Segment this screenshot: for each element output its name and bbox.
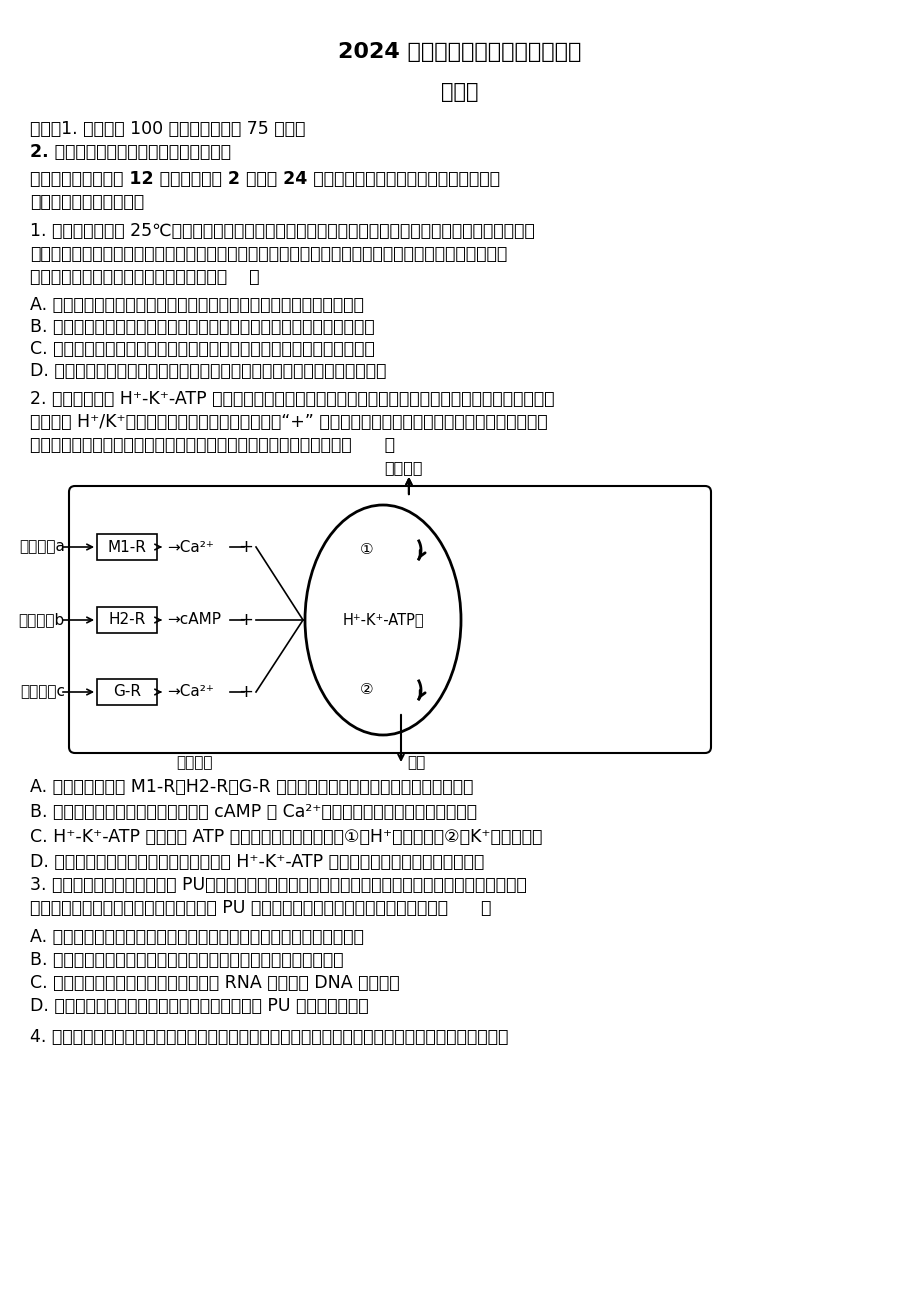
Text: A. 塔宾曲隒菌和塑料分解菌分泌分裂时均发生染色质形成染色体的变化: A. 塔宾曲隒菌和塑料分解菌分泌分裂时均发生染色质形成染色体的变化 <box>30 928 364 947</box>
Text: 胃壁细胞: 胃壁细胞 <box>176 755 213 769</box>
Text: C. H⁺-K⁺-ATP 醂能催化 ATP 水解为主动运输供能，将①（H⁺）运入细胞②（K⁺）运出细胞: C. H⁺-K⁺-ATP 醂能催化 ATP 水解为主动运输供能，将①（H⁺）运入… <box>30 828 542 846</box>
FancyBboxPatch shape <box>69 486 710 753</box>
Text: +: + <box>238 684 254 700</box>
Text: 信号分子c: 信号分子c <box>20 685 65 699</box>
Text: +: + <box>238 611 254 629</box>
Text: 量的变化是增加。下列相关叙述正确的是（    ）: 量的变化是增加。下列相关叙述正确的是（ ） <box>30 268 259 286</box>
Text: 胃蛋白酶: 胃蛋白酶 <box>383 460 422 475</box>
Text: B. 塔宾曲隒菌和塑料分解菌降解醂时都需要内质网和高尔基体加工: B. 塔宾曲隒菌和塑料分解菌降解醂时都需要内质网和高尔基体加工 <box>30 950 343 969</box>
Text: 一、选择题：本题共 12 小题，每小题 2 分，共 24 分。在每小题给出的四个选项中，只有一: 一、选择题：本题共 12 小题，每小题 2 分，共 24 分。在每小题给出的四个… <box>30 171 499 187</box>
Text: 2. 胃壁细胞上的 H⁺-K⁺-ATP 醂对胃的消化功能有重要作用，它是一种质子泵，通过自身的磷酸化与去磷: 2. 胃壁细胞上的 H⁺-K⁺-ATP 醂对胃的消化功能有重要作用，它是一种质子… <box>30 391 554 408</box>
Text: G-R: G-R <box>113 685 141 699</box>
Text: C. 塔宾曲隒菌和塑料分解菌内都会发生 RNA 聚合醂和 DNA 链的结合: C. 塔宾曲隒菌和塑料分解菌内都会发生 RNA 聚合醂和 DNA 链的结合 <box>30 974 399 992</box>
Text: D. 奥美拉唤治疗胃溏疗的机理可能是抑制 H⁺-K⁺-ATP 醂的活性，减少胃壁细胞分泌胃酸: D. 奥美拉唤治疗胃溏疗的机理可能是抑制 H⁺-K⁺-ATP 醂的活性，减少胃壁… <box>30 853 483 871</box>
Text: 2. 请将答案写在答题卡上，否则不给分。: 2. 请将答案写在答题卡上，否则不给分。 <box>30 143 231 161</box>
Text: 项是最符合题目要求的。: 项是最符合题目要求的。 <box>30 193 144 211</box>
Text: 1. 将大豆种子置于 25℃、黑暗、无菌、湿润的条件下萍发，测定在不同时间种子和幼苗中相关物质的含: 1. 将大豆种子置于 25℃、黑暗、无菌、湿润的条件下萍发，测定在不同时间种子和… <box>30 223 534 240</box>
FancyBboxPatch shape <box>96 680 157 704</box>
Text: 4. 灰体与黑檘体、长翅与残翅、红眼与白眼为某果蝶品系的三对相对性状。灰体长翅红眼雌果蝶与灰体: 4. 灰体与黑檘体、长翅与残翅、红眼与白眼为某果蝶品系的三对相对性状。灰体长翅红… <box>30 1029 508 1046</box>
FancyBboxPatch shape <box>96 607 157 633</box>
Text: 生物学: 生物学 <box>441 82 478 102</box>
Text: 信号分子a: 信号分子a <box>19 539 65 555</box>
Text: 说明：1. 全卷满分 100 分，考试时间为 75 分钟。: 说明：1. 全卷满分 100 分，考试时间为 75 分钟。 <box>30 120 305 138</box>
Text: 信号分子b: 信号分子b <box>18 612 65 628</box>
Text: B. 萍发种子细胞中的可溶性糖经氧化分解，释放的能量可用于蛋白质合成: B. 萍发种子细胞中的可溶性糖经氧化分解，释放的能量可用于蛋白质合成 <box>30 318 374 336</box>
Text: B. 信号分子和不同受体结合后，通过 cAMP 和 Ca²⁺促进磷酸化，从而促进胃酸的分泌: B. 信号分子和不同受体结合后，通过 cAMP 和 Ca²⁺促进磷酸化，从而促进… <box>30 803 476 822</box>
Text: A. 由测定的萍发种子中各物质含量变化可知，糖类和蛋白质可相互转化: A. 由测定的萍发种子中各物质含量变化可知，糖类和蛋白质可相互转化 <box>30 296 364 314</box>
Text: D. 塔宾曲隒菌和塑料分解菌分泌的降解醂都能为 PU 的降解提供能量: D. 塔宾曲隒菌和塑料分解菌分泌的降解醂都能为 PU 的降解提供能量 <box>30 997 369 1016</box>
Text: M1-R: M1-R <box>108 539 146 555</box>
Text: 量变化为：可溶性糖（主要是葡萄糖）含量的变化是先增加后保持稳定，总糖含量变化是下降，蛋白质含: 量变化为：可溶性糖（主要是葡萄糖）含量的变化是先增加后保持稳定，总糖含量变化是下… <box>30 245 506 263</box>
Text: →Ca²⁺: →Ca²⁺ <box>167 539 213 555</box>
Text: →cAMP: →cAMP <box>167 612 221 628</box>
Text: H⁺-K⁺-ATP酶: H⁺-K⁺-ATP酶 <box>342 612 424 628</box>
Ellipse shape <box>305 505 460 736</box>
Text: 胃腔: 胃腔 <box>406 755 425 769</box>
Text: ①: ① <box>360 543 373 557</box>
Text: 3. 塔宾曲隒菌分泌的降解醂对 PU（聚氨基甲酸酯，一类塑料）有生物降解作用，一类没有被命名的细菌: 3. 塔宾曲隒菌分泌的降解醂对 PU（聚氨基甲酸酯，一类塑料）有生物降解作用，一… <box>30 876 527 894</box>
Text: H2-R: H2-R <box>108 612 145 628</box>
FancyBboxPatch shape <box>96 534 157 560</box>
Text: C. 检测萍发种子蛋白质含量变化的原理是蛋白质与双缩脺试剂反应呜紫色: C. 检测萍发种子蛋白质含量变化的原理是蛋白质与双缩脺试剂反应呜紫色 <box>30 340 374 358</box>
Text: 2024 年江西省高三教学质量监测卷: 2024 年江西省高三教学质量监测卷 <box>338 42 581 62</box>
Text: A. 胃蛋白醂不能将 M1-R、H2-R、G-R 水解，可能的原因是这些蛋白质已经被修饰: A. 胃蛋白醂不能将 M1-R、H2-R、G-R 水解，可能的原因是这些蛋白质已… <box>30 779 473 796</box>
Text: （暂叫塑料分解菌）也能分泌降解醂，对 PU 有生物降解作用。下列有关叙述正确的是（      ）: （暂叫塑料分解菌）也能分泌降解醂，对 PU 有生物降解作用。下列有关叙述正确的是… <box>30 898 491 917</box>
Text: D. 葡萄糖含量稳定是因为转化形成的葡萄糖量与线粒体分解的葡萄糖量相等: D. 葡萄糖含量稳定是因为转化形成的葡萄糖量与线粒体分解的葡萄糖量相等 <box>30 362 386 380</box>
Text: 制剂，能有效减缓因胃酸分泌过多引起的胃溏疗，下列叙述错误的是（      ）: 制剂，能有效减缓因胃酸分泌过多引起的胃溏疗，下列叙述错误的是（ ） <box>30 436 394 454</box>
Text: ②: ② <box>360 682 373 698</box>
Text: →Ca²⁺: →Ca²⁺ <box>167 685 213 699</box>
Text: +: + <box>238 538 254 556</box>
Text: 酸化完成 H⁺/K⁺跨膜转运，其作用机理如图所示（“+” 表示促进磷酸化）。药物奥美拉唤是一种质子泵抑: 酸化完成 H⁺/K⁺跨膜转运，其作用机理如图所示（“+” 表示促进磷酸化）。药物… <box>30 413 547 431</box>
